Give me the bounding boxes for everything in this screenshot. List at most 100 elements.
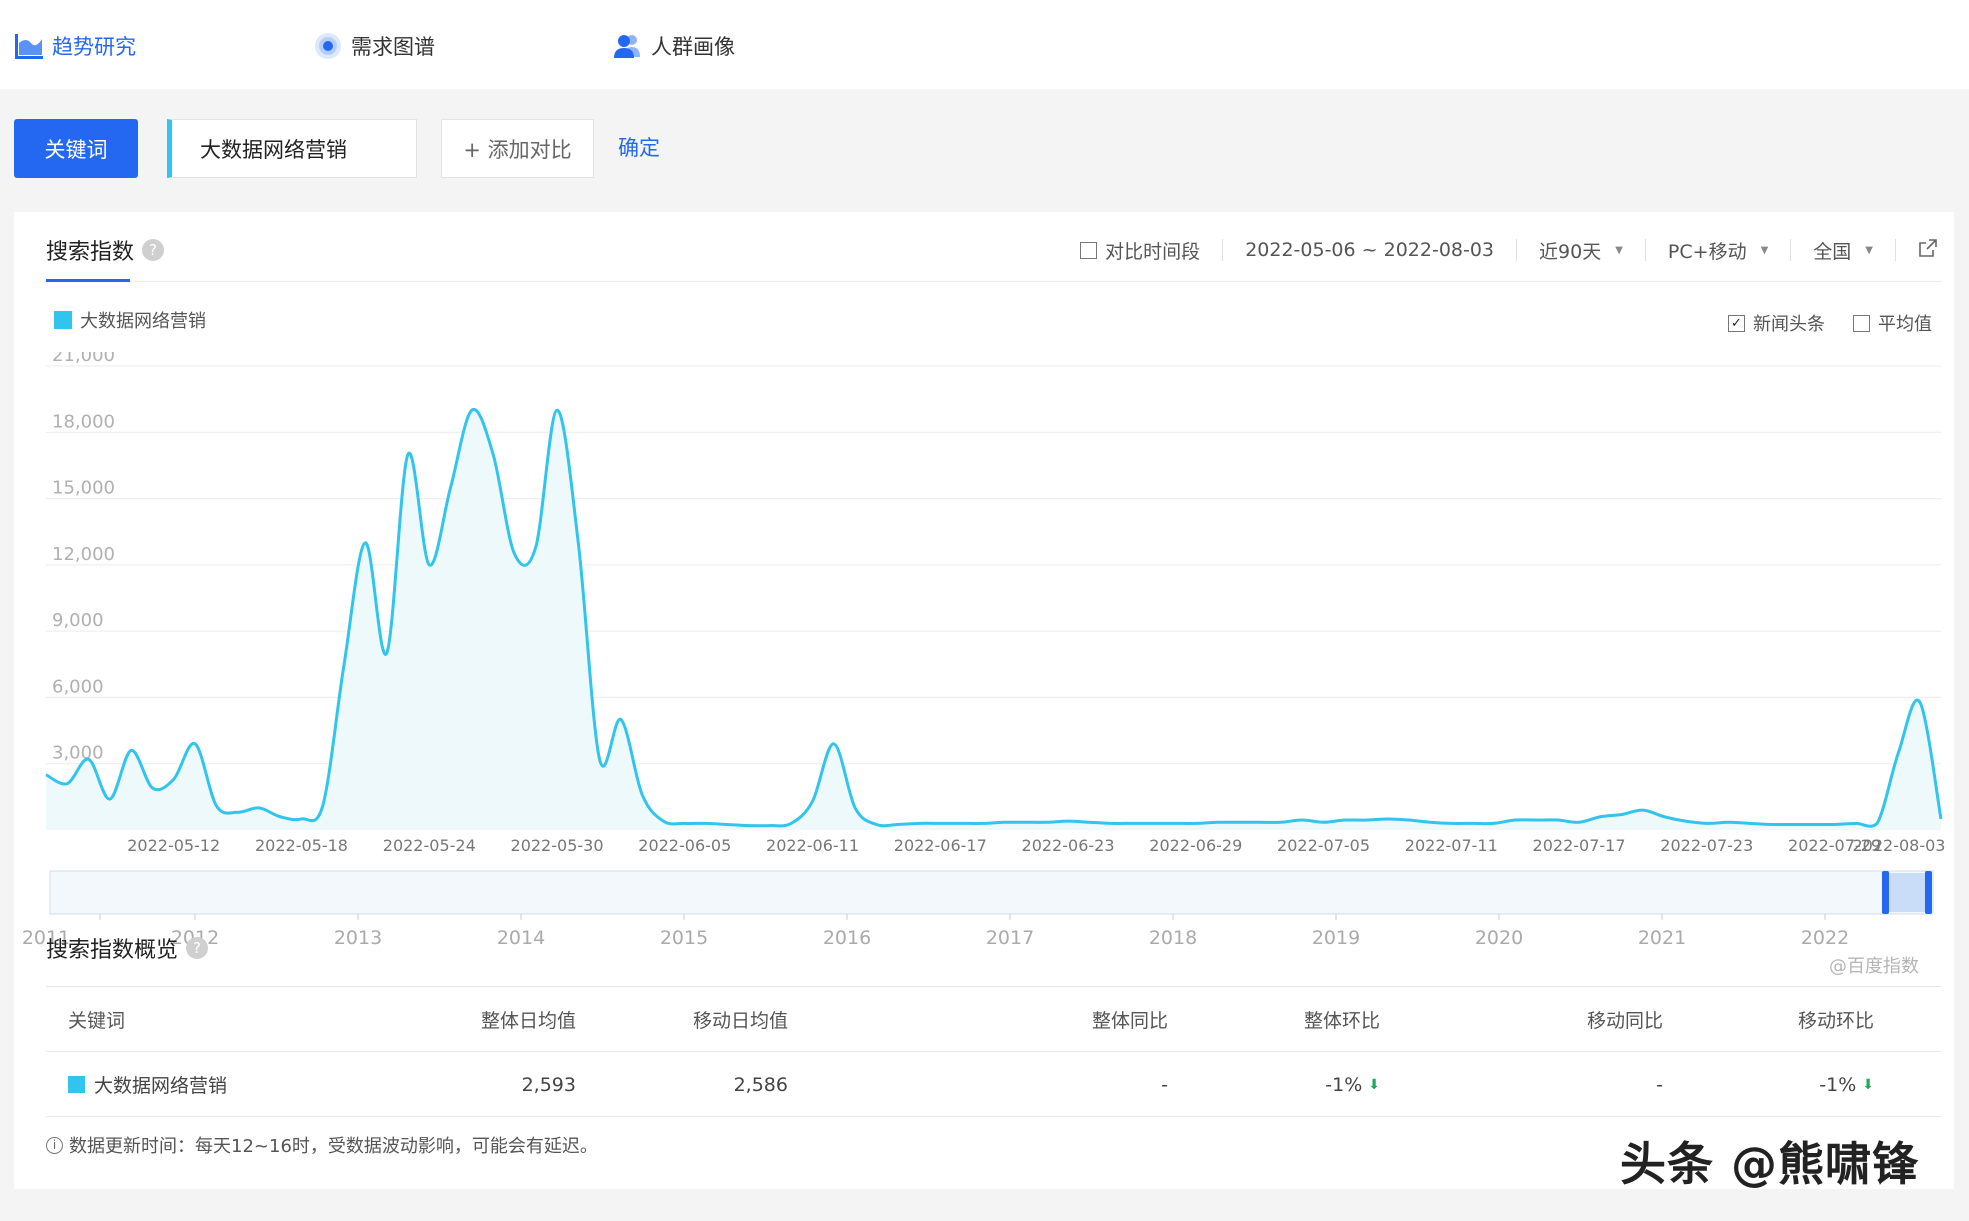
average-toggle[interactable]: 平均值 bbox=[1853, 310, 1932, 336]
header-divider bbox=[46, 281, 1941, 282]
x-tick-label: 2022-05-12 bbox=[127, 836, 220, 855]
chart-toggles: ✓ 新闻头条 平均值 bbox=[1700, 310, 1932, 336]
help-icon[interactable]: ? bbox=[186, 937, 209, 959]
navigator-year-label: 2022 bbox=[1801, 927, 1849, 949]
table-header-row: 关键词 整体日均值 移动日均值 整体同比 整体环比 移动同比 移动环比 bbox=[46, 987, 1941, 1052]
period-select[interactable]: 近90天 ▼ bbox=[1517, 239, 1646, 263]
nav-tab-trend-label: 趋势研究 bbox=[52, 35, 136, 59]
header-mobile-yoy: 移动同比 bbox=[1586, 1010, 1663, 1032]
x-tick-label: 2022-05-30 bbox=[511, 836, 604, 855]
region-label: 全国 bbox=[1813, 240, 1852, 263]
add-compare-button[interactable]: + 添加对比 bbox=[441, 119, 594, 178]
table-row: 大数据网络营销 2,593 2,586 - -1% ⬇ - -1% ⬇ bbox=[46, 1052, 1941, 1117]
navigator-year-label: 2014 bbox=[497, 927, 545, 949]
checkbox-icon[interactable] bbox=[1080, 241, 1098, 259]
date-range-picker[interactable]: 2022-05-06 ~ 2022-08-03 bbox=[1223, 239, 1518, 261]
legend-label: 大数据网络营销 bbox=[80, 311, 206, 332]
info-icon: i bbox=[46, 1136, 63, 1154]
row-mobile-mom: -1% ⬇ bbox=[1676, 1052, 1874, 1117]
header-overall-mom: 整体环比 bbox=[1303, 1010, 1380, 1032]
header-keyword: 关键词 bbox=[68, 1010, 126, 1032]
checkbox-checked-icon[interactable]: ✓ bbox=[1728, 314, 1745, 332]
nav-tab-demand-label: 需求图谱 bbox=[351, 35, 435, 59]
navigator-selection bbox=[1885, 873, 1929, 912]
navigator-year-label: 2018 bbox=[1149, 927, 1197, 949]
x-tick-label: 2022-06-23 bbox=[1022, 836, 1115, 855]
nav-tab-demand[interactable]: 需求图谱 bbox=[313, 28, 435, 64]
region-select[interactable]: 全国 ▼ bbox=[1791, 239, 1896, 263]
navigator-year-label: 2015 bbox=[660, 927, 708, 949]
y-tick-label: 21,000 bbox=[52, 352, 115, 366]
navigator-year-label: 2011 bbox=[22, 927, 70, 949]
checkbox-icon[interactable] bbox=[1853, 314, 1870, 332]
nav-tab-crowd[interactable]: 人群画像 bbox=[613, 28, 735, 64]
x-tick-label: 2022-06-05 bbox=[638, 836, 731, 855]
overview-divider bbox=[46, 986, 1941, 987]
search-index-chart[interactable]: 3,000 6,000 9,000 12,000 15,000 18,000 21,000 2… bbox=[14, 352, 1954, 972]
x-tick-label: 2022-06-17 bbox=[894, 836, 987, 855]
x-tick-label: 2022-07-29 bbox=[1788, 836, 1881, 855]
period-label: 近90天 bbox=[1539, 240, 1602, 263]
legend-swatch bbox=[54, 311, 72, 329]
x-tick-label: 2022-07-23 bbox=[1660, 836, 1753, 855]
row-keyword-text: 大数据网络营销 bbox=[94, 1075, 228, 1097]
title-underline bbox=[46, 279, 130, 282]
x-tick-label: 2022-05-24 bbox=[383, 836, 476, 855]
nav-tab-crowd-label: 人群画像 bbox=[651, 35, 735, 59]
y-tick-label: 6,000 bbox=[52, 676, 104, 697]
y-tick-label: 15,000 bbox=[52, 478, 115, 499]
news-headlines-toggle[interactable]: ✓ 新闻头条 bbox=[1728, 310, 1825, 336]
target-circle-icon bbox=[313, 31, 343, 61]
header-overall-avg: 整体日均值 bbox=[480, 1010, 576, 1032]
navigator-year-label: 2021 bbox=[1638, 927, 1686, 949]
row-mobile-mom-text: -1% bbox=[1819, 1073, 1857, 1096]
brand-watermark: 头条 @熊啸锋 bbox=[1620, 1137, 1920, 1191]
navigator-handle-right bbox=[1925, 871, 1932, 914]
navigator-year-label: 2013 bbox=[334, 927, 382, 949]
caret-down-icon: ▼ bbox=[1615, 244, 1623, 256]
row-keyword: 大数据网络营销 bbox=[68, 1052, 227, 1117]
nav-tab-trend[interactable]: 趋势研究 bbox=[14, 28, 136, 64]
keyword-button[interactable]: 关键词 bbox=[14, 119, 138, 178]
x-tick-label: 2022-08-03 bbox=[1853, 836, 1946, 855]
compare-period-toggle[interactable]: 对比时间段 bbox=[1058, 239, 1224, 263]
row-mobile-avg: 2,586 bbox=[733, 1073, 788, 1096]
caret-down-icon: ▼ bbox=[1760, 244, 1769, 256]
filter-bar: 对比时间段 2022-05-06 ~ 2022-08-03 近90天 ▼ PC+… bbox=[1058, 232, 1938, 268]
y-tick-label: 12,000 bbox=[52, 544, 115, 565]
search-index-title: 搜索指数 ? bbox=[46, 232, 165, 268]
arrow-down-icon: ⬇ bbox=[1368, 1076, 1380, 1093]
baidu-index-watermark: @百度指数 bbox=[1829, 956, 1919, 977]
row-overall-mom-text: -1% bbox=[1325, 1073, 1363, 1096]
compare-period-label: 对比时间段 bbox=[1105, 240, 1201, 263]
export-button[interactable] bbox=[1896, 238, 1938, 261]
arrow-down-icon: ⬇ bbox=[1862, 1076, 1874, 1093]
update-note-text: 数据更新时间：每天12~16时，受数据波动影响，可能会有延迟。 bbox=[69, 1136, 598, 1157]
y-tick-label: 3,000 bbox=[52, 743, 104, 764]
navigator-year-label: 2020 bbox=[1475, 927, 1523, 949]
navigator-year-label: 2017 bbox=[986, 927, 1034, 949]
average-label: 平均值 bbox=[1878, 314, 1932, 335]
confirm-link[interactable]: 确定 bbox=[618, 136, 660, 160]
header-overall-yoy: 整体同比 bbox=[1091, 1010, 1168, 1032]
row-overall-yoy: - bbox=[1161, 1073, 1168, 1096]
overview-title-text: 搜索指数概览 bbox=[46, 938, 179, 963]
news-headlines-label: 新闻头条 bbox=[1753, 314, 1825, 335]
chart-legend: 大数据网络营销 bbox=[54, 307, 206, 333]
y-tick-label: 18,000 bbox=[52, 411, 115, 432]
x-tick-label: 2022-06-29 bbox=[1149, 836, 1242, 855]
header-mobile-mom: 移动环比 bbox=[1797, 1010, 1874, 1032]
device-label: PC+移动 bbox=[1667, 240, 1747, 263]
overview-title: 搜索指数概览 ? bbox=[46, 930, 209, 966]
top-nav: 趋势研究 需求图谱 人群画像 bbox=[0, 0, 1969, 89]
search-index-title-text: 搜索指数 bbox=[46, 240, 135, 265]
trend-chart-icon bbox=[14, 31, 44, 61]
help-icon[interactable]: ? bbox=[142, 239, 165, 261]
users-icon bbox=[613, 31, 643, 61]
device-select[interactable]: PC+移动 ▼ bbox=[1646, 239, 1792, 263]
keyword-input[interactable]: 大数据网络营销 bbox=[167, 119, 417, 178]
x-tick-label: 2022-07-11 bbox=[1405, 836, 1498, 855]
x-tick-label: 2022-07-17 bbox=[1533, 836, 1626, 855]
header-mobile-avg: 移动日均值 bbox=[692, 1010, 788, 1032]
date-range-label: 2022-05-06 ~ 2022-08-03 bbox=[1245, 239, 1495, 261]
